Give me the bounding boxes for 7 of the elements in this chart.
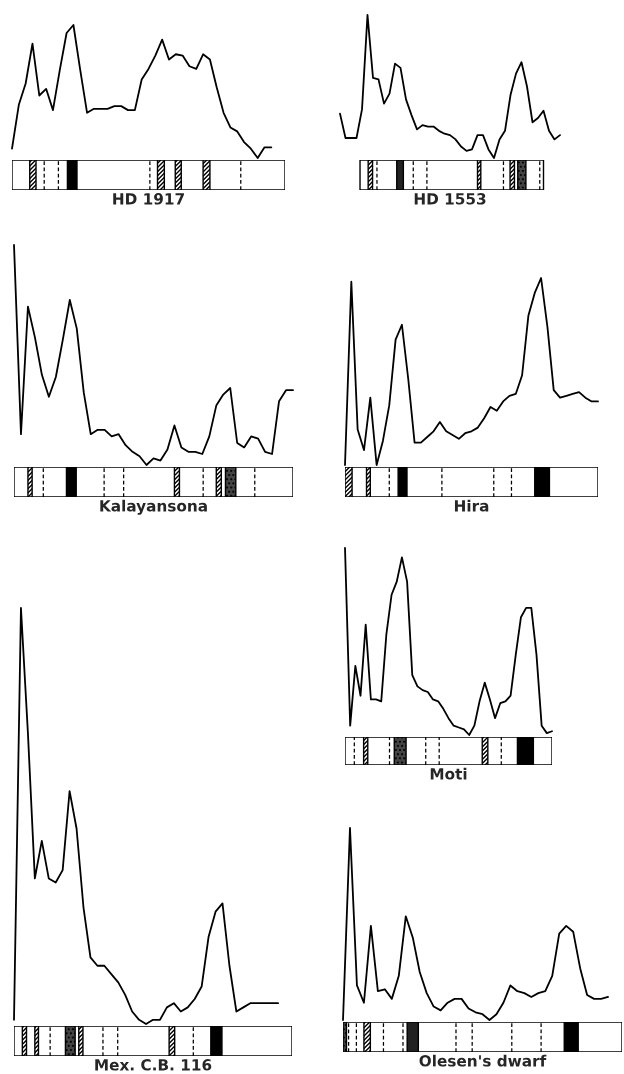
x-axis-title: HD 1553 <box>414 193 486 205</box>
x-axis-title: Moti <box>430 767 467 780</box>
x-axis-title: Kalayansona <box>100 499 207 515</box>
x-axis-title: Mex. C.B. 116 <box>95 1059 212 1071</box>
x-axis-title: HD 1917 <box>113 193 184 205</box>
x-axis-title: Hira <box>454 499 489 512</box>
x-axis-title: Olesen's dwarf <box>419 1054 547 1067</box>
